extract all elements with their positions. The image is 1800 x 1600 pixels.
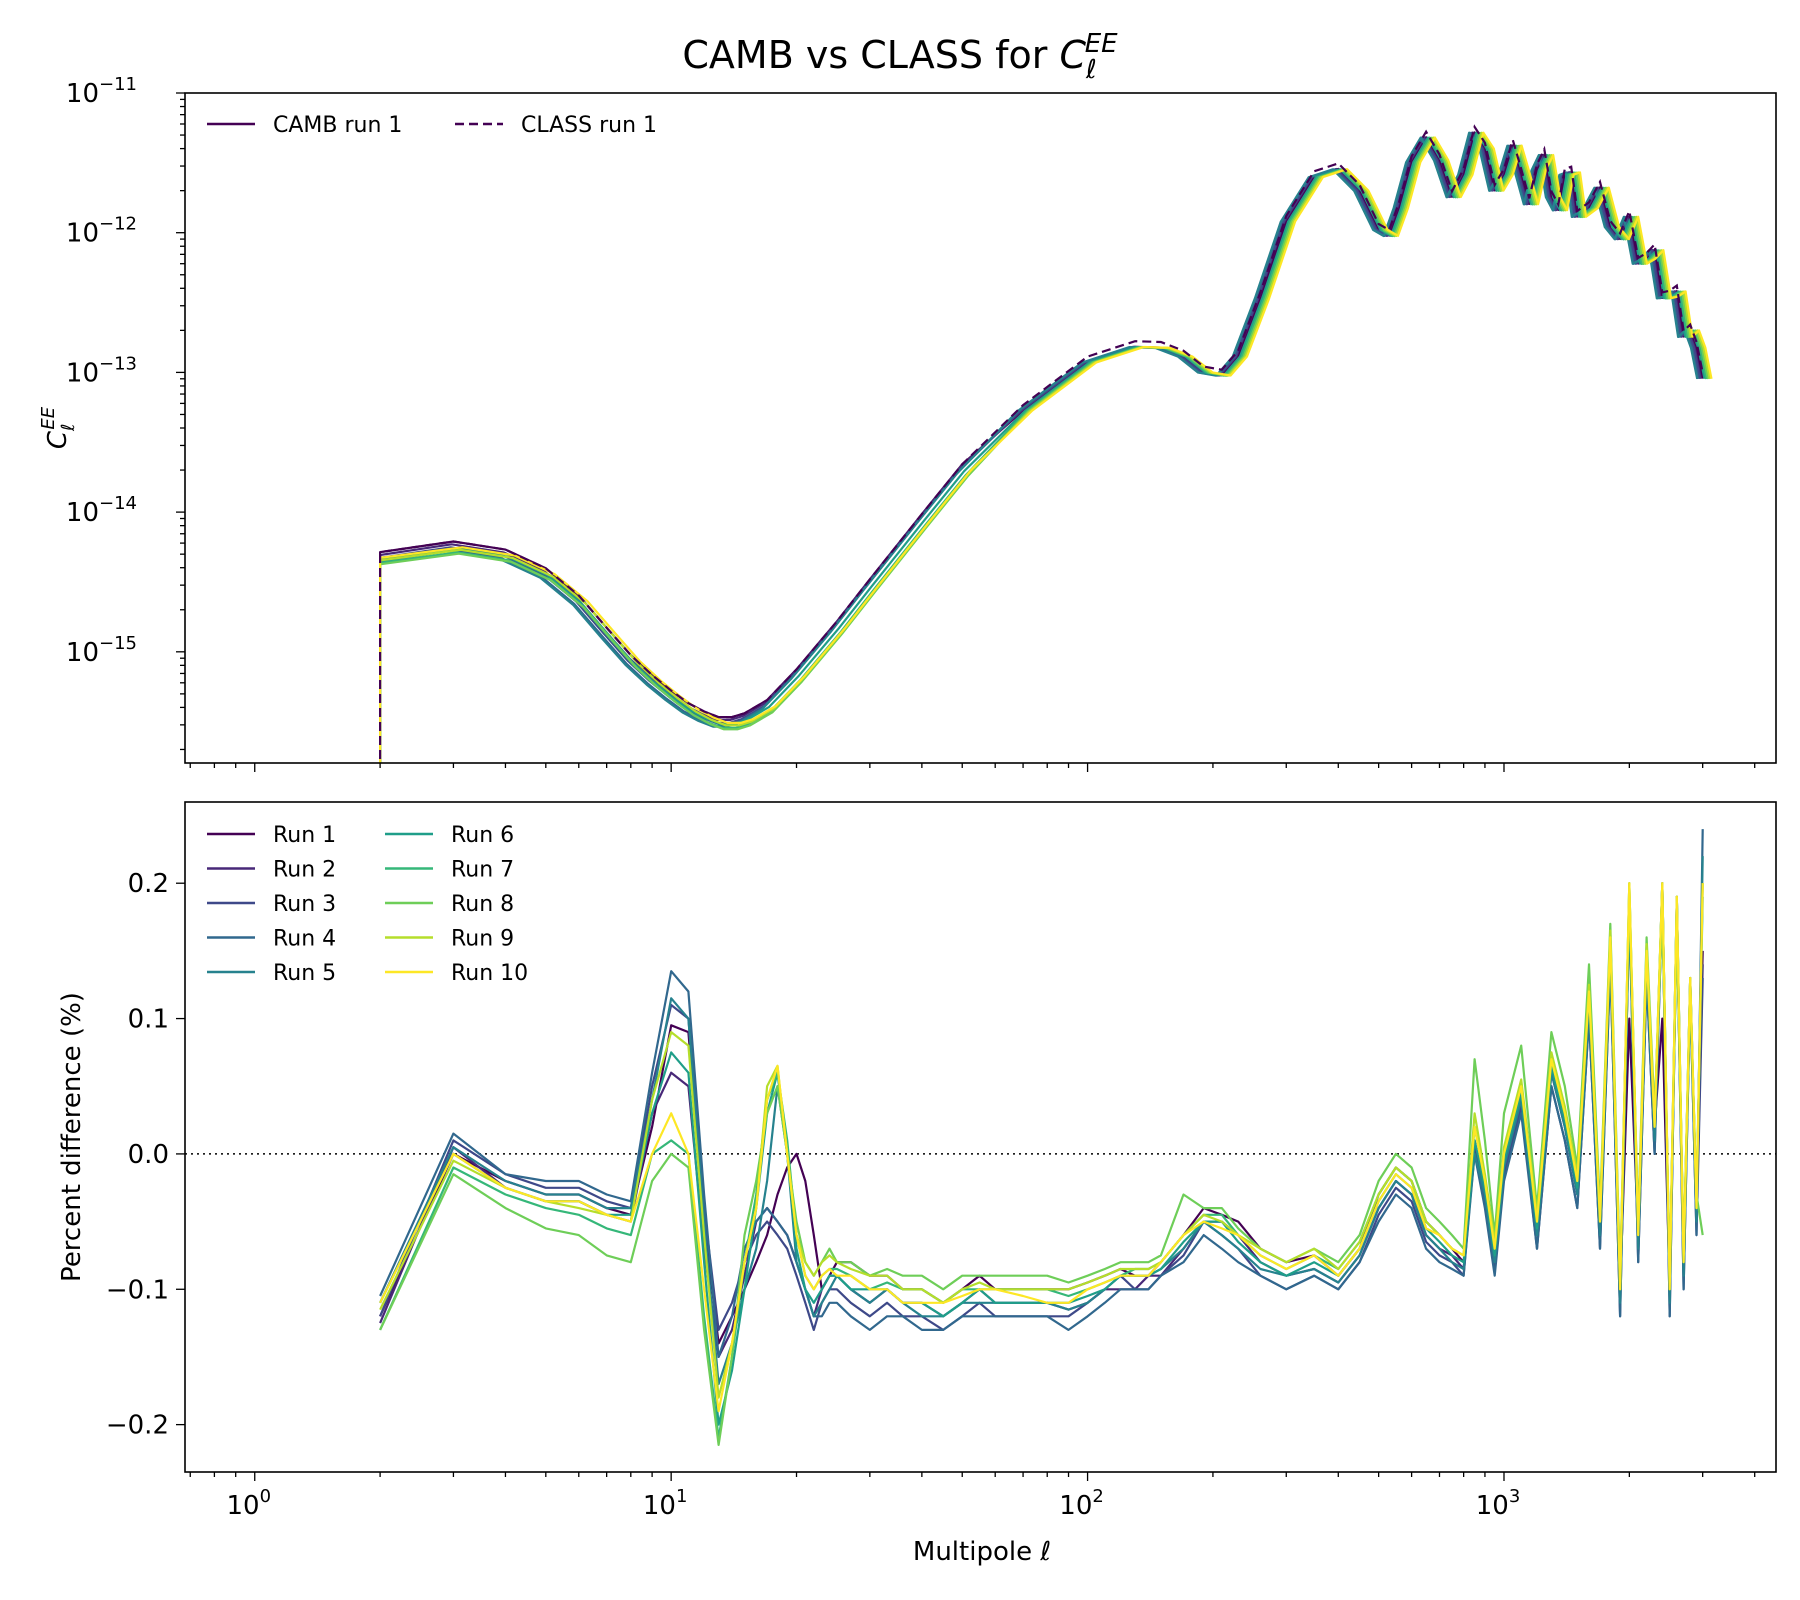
bottom-plot-lines xyxy=(185,829,1776,1446)
top-plot-lines xyxy=(379,124,1713,763)
figure-title: CAMB vs CLASS for CℓEE xyxy=(682,29,1118,85)
legend-run-9-label: Run 9 xyxy=(451,927,514,952)
legend-run-5-label: Run 5 xyxy=(273,961,336,986)
bottom-y-axis: 0.2 0.1 0.0 −0.1 −0.2 xyxy=(106,869,185,1441)
top-legend: CAMB run 1 CLASS run 1 xyxy=(207,113,657,138)
top-y-tick-label: 10−15 xyxy=(66,633,137,668)
bottom-x-tick-label: 102 xyxy=(1059,1486,1104,1521)
top-run-9-line xyxy=(379,131,1711,763)
top-x-axis-ticks xyxy=(189,763,1756,772)
bottom-x-tick-label: 101 xyxy=(643,1486,688,1521)
top-y-axis: 10−11 10−12 10−13 10−14 10−15 xyxy=(66,74,185,751)
top-panel: 10−11 10−12 10−13 10−14 10−15 CℓEE CAMB run … xyxy=(38,74,1777,772)
legend-run-8-label: Run 8 xyxy=(451,892,514,917)
top-y-tick-label: 10−12 xyxy=(66,214,137,249)
bottom-run-9-line xyxy=(379,882,1704,1399)
top-run-4-line xyxy=(379,131,1700,763)
bottom-run-4-line xyxy=(379,829,1704,1358)
bottom-x-axis: 100 101 102 103 xyxy=(189,1472,1756,1521)
legend-class-label: CLASS run 1 xyxy=(521,113,657,138)
legend-run-3-label: Run 3 xyxy=(273,892,336,917)
top-y-tick-label: 10−13 xyxy=(66,353,137,388)
bottom-x-axis-label: Multipole ℓ xyxy=(913,1537,1051,1567)
top-class-run-1-line xyxy=(379,124,1704,763)
bottom-legend: Run 1 Run 2 Run 3 Run 4 Run 5 Run 6 Run 7 Run 8… xyxy=(207,823,528,986)
bottom-run-10-line xyxy=(379,882,1704,1413)
legend-run-7-label: Run 7 xyxy=(451,858,514,883)
top-run-10-line xyxy=(379,131,1713,763)
legend-run-2-label: Run 2 xyxy=(273,858,336,883)
bottom-y-tick-label: 0.0 xyxy=(128,1140,169,1170)
bottom-run-1-line xyxy=(379,909,1704,1345)
top-run-3-line xyxy=(379,131,1701,763)
top-y-tick-label: 10−11 xyxy=(66,74,137,109)
legend-run-1-label: Run 1 xyxy=(273,823,336,848)
top-run-8-line xyxy=(379,131,1710,763)
bottom-panel: 0.2 0.1 0.0 −0.1 −0.2 100 101 102 103 Percent d… xyxy=(57,801,1777,1567)
top-run-7-line xyxy=(379,131,1708,763)
bottom-y-tick-label: −0.2 xyxy=(106,1411,169,1441)
legend-run-4-label: Run 4 xyxy=(273,927,336,952)
top-run-2-line xyxy=(379,131,1702,763)
bottom-plot-frame xyxy=(184,801,1777,1473)
bottom-y-tick-label: 0.1 xyxy=(128,1005,169,1035)
bottom-y-tick-label: 0.2 xyxy=(128,869,169,899)
top-y-tick-label: 10−14 xyxy=(66,493,137,528)
legend-run-10-label: Run 10 xyxy=(451,961,528,986)
top-run-5-line xyxy=(379,131,1699,763)
top-y-axis-label: CℓEE xyxy=(38,406,79,449)
legend-camb-label: CAMB run 1 xyxy=(273,113,402,138)
bottom-y-tick-label: −0.1 xyxy=(106,1275,169,1305)
top-run-1-line xyxy=(379,131,1704,763)
legend-run-6-label: Run 6 xyxy=(451,823,514,848)
top-run-6-line xyxy=(379,131,1706,763)
bottom-x-tick-label: 100 xyxy=(226,1486,271,1521)
bottom-x-tick-label: 103 xyxy=(1476,1486,1521,1521)
bottom-y-axis-label: Percent difference (%) xyxy=(57,992,87,1282)
